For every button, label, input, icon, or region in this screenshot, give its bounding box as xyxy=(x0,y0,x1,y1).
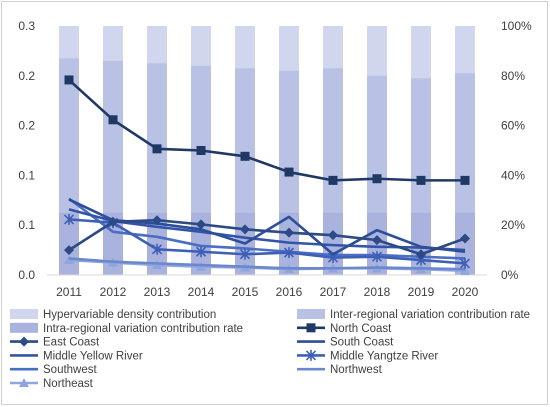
left-tick-label: 0.2 xyxy=(18,69,35,83)
point-east-coast-2014 xyxy=(196,219,206,230)
point-east-coast-2013 xyxy=(152,215,162,226)
legend-label-north-coast: North Coast xyxy=(330,323,392,335)
point-east-coast-2018 xyxy=(372,235,382,246)
line-north-coast xyxy=(68,78,465,182)
left-tick-label: 0.1 xyxy=(18,218,35,232)
legend-marker-east-coast xyxy=(19,336,29,347)
left-tick-label: 0.1 xyxy=(18,168,35,182)
point-east-coast-2015 xyxy=(240,224,250,235)
point-east-coast-2011 xyxy=(64,245,74,256)
point-north-coast-2016 xyxy=(284,167,294,177)
legend-label-east-coast: East Coast xyxy=(43,337,100,349)
legend-label-intra-regional-variation-contribution-rate: Intra-regional variation contribution ra… xyxy=(43,323,243,335)
legend-swatch-inter-regional-variation-contribution-rate xyxy=(297,309,325,319)
right-tick-label: 100% xyxy=(501,19,532,33)
x-tick-label: 2013 xyxy=(144,285,171,299)
x-tick-label: 2018 xyxy=(364,285,391,299)
x-tick-label: 2017 xyxy=(320,285,347,299)
point-northeast-2020 xyxy=(460,265,470,275)
point-middle-yangtze-river-2015 xyxy=(239,248,251,260)
point-north-coast-2013 xyxy=(152,144,162,154)
point-north-coast-2011 xyxy=(64,75,74,85)
point-north-coast-2012 xyxy=(108,115,118,125)
x-tick-label: 2012 xyxy=(100,285,127,299)
point-east-coast-2012 xyxy=(108,216,118,227)
legend-label-middle-yangtze-river: Middle Yangtze River xyxy=(330,350,438,362)
point-middle-yangtze-river-2011 xyxy=(63,213,75,225)
point-middle-yangtze-river-2020 xyxy=(459,257,471,269)
point-north-coast-2020 xyxy=(460,175,470,185)
x-tick-label: 2016 xyxy=(276,285,303,299)
left-tick-label: 0.3 xyxy=(18,19,35,33)
point-north-coast-2017 xyxy=(328,175,338,185)
point-east-coast-2017 xyxy=(328,230,338,241)
legend-swatch-intra-regional-variation-contribution-rate xyxy=(10,322,38,333)
point-north-coast-2019 xyxy=(416,175,426,185)
point-north-coast-2018 xyxy=(372,174,382,184)
x-tick-label: 2015 xyxy=(232,285,259,299)
x-tick-label: 2011 xyxy=(56,285,82,299)
x-tick-label: 2020 xyxy=(452,285,479,299)
point-middle-yangtze-river-2016 xyxy=(283,247,295,259)
right-tick-label: 0% xyxy=(501,268,519,282)
point-east-coast-2019 xyxy=(416,249,426,260)
line-northwest xyxy=(68,257,466,271)
line-southwest xyxy=(68,197,466,260)
point-east-coast-2016 xyxy=(284,227,294,238)
legend-label-hypervariable-density-contribution: Hypervariable density contribution xyxy=(43,309,216,321)
left-tick-label: 0.0 xyxy=(18,268,35,282)
line-east-coast xyxy=(68,218,466,256)
point-north-coast-2015 xyxy=(240,151,250,161)
legend-marker-north-coast xyxy=(306,323,316,333)
legend-swatch-hypervariable-density-contribution xyxy=(10,309,38,319)
right-tick-label: 20% xyxy=(501,218,525,232)
x-tick-label: 2019 xyxy=(408,285,435,299)
point-middle-yangtze-river-2013 xyxy=(151,243,163,255)
legend-label-middle-yellow-river: Middle Yellow River xyxy=(43,350,143,362)
point-middle-yangtze-river-2014 xyxy=(195,246,207,258)
legend-marker-middle-yangtze-river xyxy=(305,349,317,361)
right-tick-label: 80% xyxy=(501,69,525,83)
legend-label-inter-regional-variation-contribution-rate: Inter-regional variation contribution ra… xyxy=(330,309,530,321)
legend-label-northwest: Northwest xyxy=(330,364,383,376)
point-east-coast-2020 xyxy=(460,233,470,244)
line-middle-yangtze-river xyxy=(68,218,466,265)
x-tick-label: 2014 xyxy=(188,285,215,299)
left-tick-label: 0.2 xyxy=(18,119,35,133)
legend-marker-northeast xyxy=(19,378,29,387)
right-tick-label: 40% xyxy=(501,168,525,182)
right-tick-label: 60% xyxy=(501,119,525,133)
legend-label-southwest: Southwest xyxy=(43,364,98,376)
legend-label-south-coast: South Coast xyxy=(330,337,394,349)
legend-label-northeast: Northeast xyxy=(43,378,94,390)
point-north-coast-2014 xyxy=(196,146,206,155)
point-middle-yangtze-river-2018 xyxy=(371,251,383,263)
